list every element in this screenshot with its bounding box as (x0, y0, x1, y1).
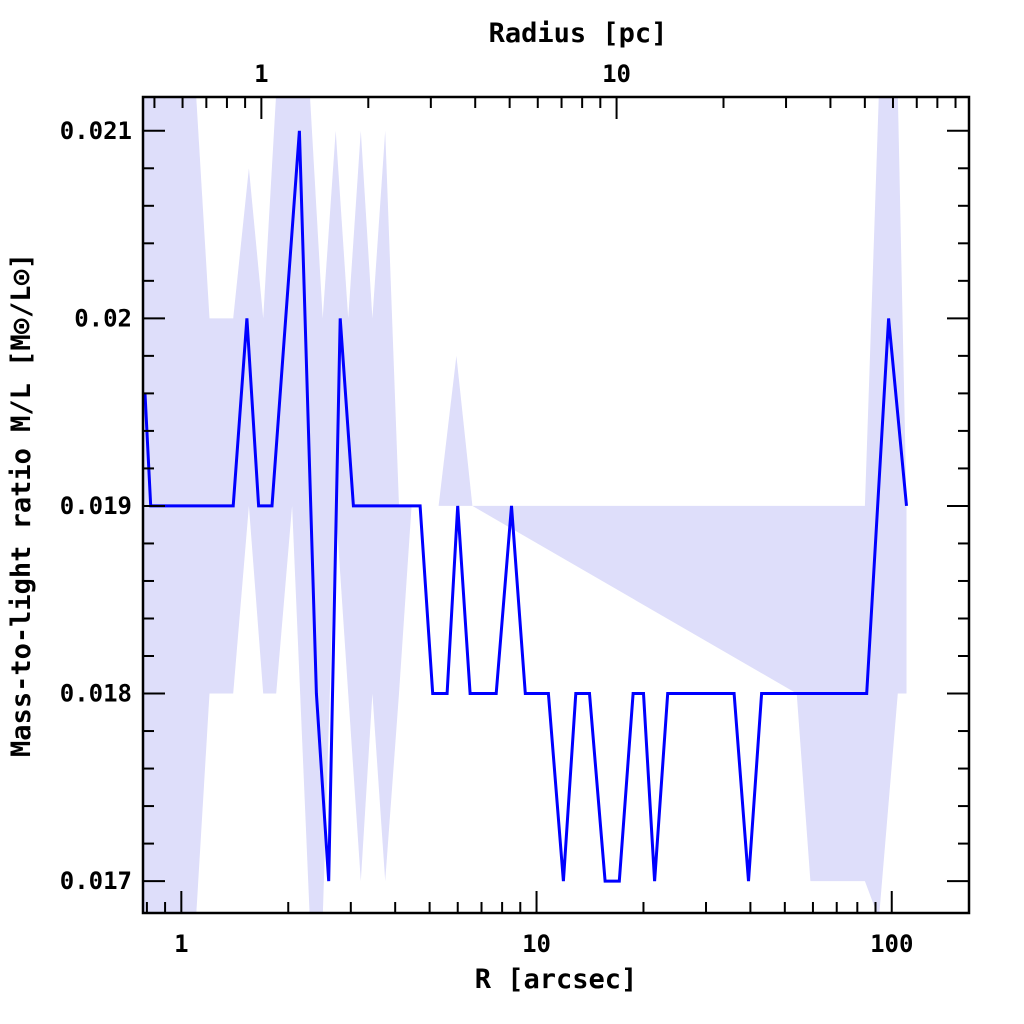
y-tick-label: 0.021 (60, 117, 132, 145)
tick-layer (143, 97, 969, 913)
top-x-tick-label: 10 (602, 60, 631, 88)
uncertainty-band-layer (143, 97, 907, 913)
y-tick-label: 0.019 (60, 492, 132, 520)
series-line-layer (143, 130, 908, 883)
series-line-0 (143, 130, 908, 883)
x-tick-label: 100 (870, 930, 913, 958)
tick-label-layer: 1 10 100 1 10 0.017 0.018 0.019 0.02 0.021 (60, 60, 914, 958)
y-axis-title: Mass-to-light ratio M/L [M⊙/L⊙] (6, 253, 37, 757)
x-axis-title: R [arcsec] (475, 964, 638, 995)
x-tick-label: 10 (522, 930, 551, 958)
uncertainty-band (143, 97, 907, 913)
y-tick-label: 0.017 (60, 867, 132, 895)
top-x-axis-title: Radius [pc] (489, 18, 668, 49)
y-tick-label: 0.02 (74, 304, 132, 332)
y-tick-label: 0.018 (60, 680, 132, 708)
x-tick-label: 1 (174, 930, 188, 958)
top-x-tick-label: 1 (254, 60, 268, 88)
